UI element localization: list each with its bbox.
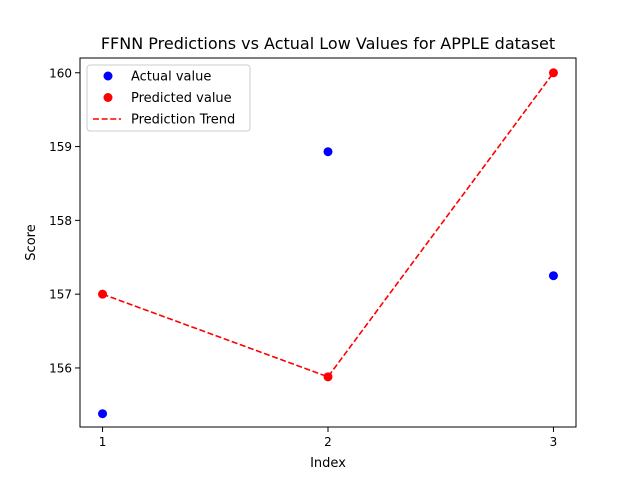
y-tick-label: 157 [49,288,72,302]
y-axis-label: Score [24,224,39,260]
plot-frame [79,57,577,428]
y-tick-label: 160 [49,66,72,80]
x-tick-label: 1 [99,435,107,449]
actual-value-point [548,271,558,281]
legend-label: Predicted value [131,91,232,106]
predicted-value-point [548,68,558,78]
y-tick-label: 156 [49,361,72,375]
legend-label: Actual value [131,70,211,85]
predicted-value-point [323,372,333,382]
predicted-value-point [98,289,108,299]
legend-box [86,64,251,132]
axes: 1 2 3 156 157 158 159 160 [49,66,557,449]
legend-label: Prediction Trend [131,113,235,128]
actual-value-point [323,147,333,157]
legend: Actual value Predicted value Prediction Tr… [86,64,251,132]
y-tick-label: 159 [49,140,72,154]
legend-swatch [103,71,113,81]
actual-value-point [98,409,108,419]
legend-swatch [103,93,113,102]
chart-title: FFNN Predictions vs Actual Low Values fo… [101,34,555,53]
x-axis-label: Index [310,456,346,471]
y-tick-label: 158 [49,214,72,228]
prediction-trend-line [102,72,555,378]
plot-marks [98,68,558,419]
x-tick-label: 3 [550,435,558,449]
x-tick-label: 2 [324,435,332,449]
